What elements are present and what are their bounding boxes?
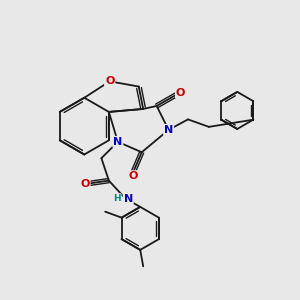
Text: H: H xyxy=(113,194,121,203)
Text: N: N xyxy=(113,137,122,147)
Text: O: O xyxy=(128,171,137,181)
Text: N: N xyxy=(124,194,133,203)
Text: N: N xyxy=(164,125,173,135)
Text: O: O xyxy=(176,88,185,98)
Text: O: O xyxy=(80,178,90,189)
Text: O: O xyxy=(105,76,114,86)
